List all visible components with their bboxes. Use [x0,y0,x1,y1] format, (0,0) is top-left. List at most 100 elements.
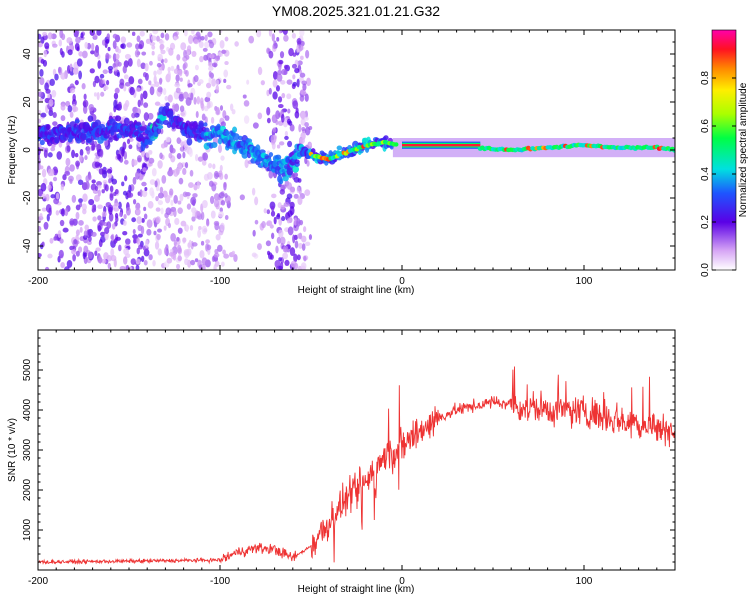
noise-blob [301,243,306,251]
noise-blob [75,160,81,167]
noise-blob [256,30,262,38]
ridge-blob [94,119,101,128]
noise-blob [189,169,194,177]
noise-blob [38,147,41,156]
noise-blob [173,36,178,41]
noise-blob [192,193,198,198]
noise-blob [83,245,89,254]
colorbar-label: Normalized spectral amplitude [738,82,749,217]
noise-blob [62,174,67,181]
noise-blob [78,219,84,226]
noise-blob [301,126,306,132]
noise-blob [201,225,208,235]
noise-blob [173,209,177,218]
noise-blob [299,30,305,37]
noise-blob [268,87,272,95]
noise-blob [75,229,80,236]
ridge-blob [203,122,208,127]
noise-blob [303,255,307,262]
noise-blob [172,252,177,261]
noise-blob [140,255,145,263]
noise-blob [206,220,210,227]
noise-blob [276,73,283,82]
snr-series-line [38,366,675,566]
ridge-band-core [402,144,481,147]
noise-blob [119,82,125,89]
ridge-blob [294,159,300,165]
noise-blob [184,162,189,169]
noise-blob [84,155,88,161]
noise-blob [128,184,132,193]
noise-blob [144,62,149,72]
noise-blob [80,32,84,39]
noise-blob [287,140,293,148]
noise-blob [94,250,98,257]
ridge-blob [186,137,193,146]
noise-blob [143,102,149,108]
noise-blob [64,208,69,217]
noise-blob [116,153,121,160]
noise-blob [294,111,300,119]
noise-blob [293,253,298,263]
noise-blob [293,262,299,270]
noise-blob [118,244,122,252]
snr-frame [37,329,676,571]
noise-blob [69,87,76,94]
noise-blob [62,227,69,233]
noise-blob [196,211,201,216]
noise-blob [295,107,299,114]
noise-blob [105,201,112,208]
noise-blob [106,221,112,229]
noise-blob [266,117,271,124]
noise-blob [108,206,113,215]
noise-blob [305,49,310,59]
noise-blob [223,182,227,191]
noise-blob [165,136,171,143]
noise-blob [213,199,220,208]
noise-blob [163,225,167,231]
noise-blob [270,134,277,144]
noise-blob [78,70,83,80]
noise-blob [131,217,137,223]
noise-blob [128,76,135,85]
ridge-blob [275,154,282,160]
noise-blob [280,204,285,210]
noise-blob [136,247,141,255]
noise-blob [243,115,250,124]
noise-blob [242,94,247,99]
noise-blob [286,79,293,85]
noise-blob [268,30,273,37]
noise-blob [91,143,96,151]
noise-blob [293,176,300,183]
noise-blob [278,141,285,146]
noise-blob [90,50,95,55]
noise-blob [102,69,108,75]
noise-blob [206,244,212,251]
noise-blob [141,51,147,56]
noise-blob [219,164,223,172]
noise-blob [231,250,236,256]
noise-blob [292,74,296,80]
noise-blob [38,252,42,258]
noise-blob [261,221,266,229]
noise-blob [276,214,281,220]
noise-blob [103,252,109,260]
noise-blob [48,99,54,107]
noise-blob [286,93,292,100]
noise-blob [40,182,47,192]
noise-blob [121,148,125,157]
noise-blob [297,233,302,239]
noise-blob [277,103,284,109]
noise-blob [71,149,76,159]
noise-blob [288,120,293,126]
noise-blob [115,236,122,241]
noise-blob [217,144,222,153]
noise-blob [86,145,91,155]
noise-blob [49,237,54,244]
noise-blob [208,77,212,84]
noise-blob [142,71,147,78]
noise-blob [306,77,312,87]
noise-blob [38,157,41,165]
noise-blob [83,93,87,100]
noise-blob [145,38,151,44]
